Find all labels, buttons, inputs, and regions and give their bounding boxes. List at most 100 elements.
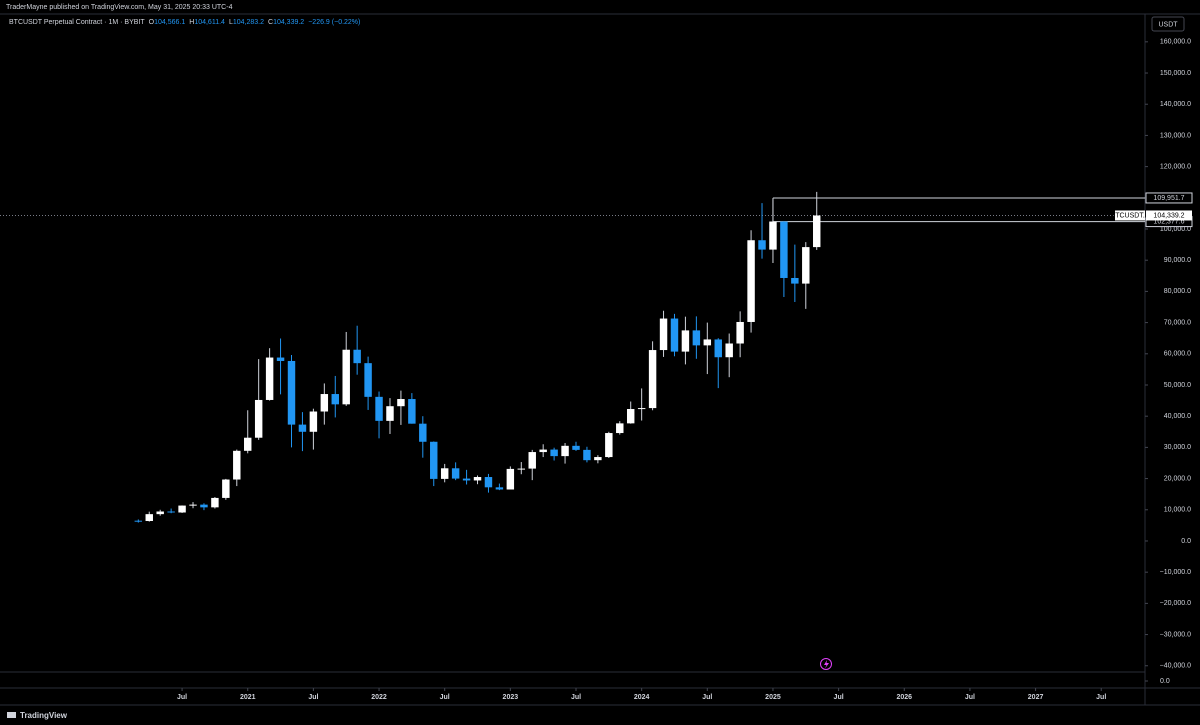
x-tick-label: 2025 <box>765 694 781 701</box>
x-tick-label: Jul <box>440 694 450 701</box>
candle-body <box>484 477 493 488</box>
candle-body <box>145 514 153 522</box>
y-tick-label: 70,000.0 <box>1164 319 1191 326</box>
y-tick-label: 100,000.0 <box>1160 226 1191 233</box>
y-tick-label: 10,000.0 <box>1164 507 1191 514</box>
currency-box[interactable] <box>1151 16 1185 32</box>
candle-body <box>375 396 383 421</box>
lightning-icon[interactable] <box>820 658 832 670</box>
last-price-label: 104,339.2 <box>1153 212 1184 219</box>
ohlc-value: 104,339.2 <box>273 19 304 26</box>
candle-body <box>561 445 569 457</box>
y-tick-label: 50,000.0 <box>1164 382 1191 389</box>
y-tick-label: 80,000.0 <box>1164 288 1191 295</box>
candle-body <box>703 339 712 346</box>
y-tick-label: −40,000.0 <box>1160 663 1191 670</box>
candle-body <box>430 441 438 479</box>
y-tick-label: 30,000.0 <box>1164 444 1191 451</box>
candle-body <box>659 318 668 351</box>
candle-body <box>791 277 799 284</box>
footer-logo: TradingView <box>7 711 68 720</box>
candle-body <box>725 343 733 358</box>
candle-body <box>134 520 143 522</box>
candle-body <box>495 487 504 490</box>
x-tick-label: Jul <box>571 694 581 701</box>
candle-body <box>462 478 471 481</box>
x-tick-label: 2027 <box>1028 694 1044 701</box>
candle-body <box>802 247 810 284</box>
price-line-box <box>1145 192 1193 204</box>
x-tick-label: Jul <box>177 694 187 701</box>
candle-body <box>506 468 515 490</box>
candle-body <box>539 449 547 453</box>
symbol-title: BTCUSDT Perpetual Contract · 1M · BYBIT <box>9 19 145 26</box>
candle-body <box>386 406 394 421</box>
candle-body <box>626 409 635 424</box>
candle-body <box>397 399 405 407</box>
last-price-name: BTCUSDT.P <box>1111 212 1150 219</box>
y-tick-label: −10,000.0 <box>1160 569 1191 576</box>
icon-bolt[interactable] <box>824 660 829 669</box>
price-line-label: 102,377.6 <box>1153 218 1184 225</box>
x-tick-label: 2023 <box>503 694 519 701</box>
price-line-label: 109,951.7 <box>1153 195 1184 202</box>
ohlc-value: 104,611.4 <box>194 19 225 26</box>
x-tick-label: Jul <box>834 694 844 701</box>
candle-body <box>583 449 591 461</box>
y-tick-label: 60,000.0 <box>1164 351 1191 358</box>
candle-body <box>572 445 580 450</box>
x-tick-label: Jul <box>308 694 318 701</box>
last-price-box <box>1146 210 1192 221</box>
x-tick-label: 2022 <box>371 694 387 701</box>
candle-body <box>605 433 613 458</box>
candle-body <box>692 330 701 346</box>
candle-body <box>813 215 821 248</box>
candle-body <box>648 350 657 409</box>
x-tick-label: Jul <box>1096 694 1106 701</box>
candle-body <box>167 511 175 513</box>
y-tick-label: 40,000.0 <box>1164 413 1191 420</box>
lower-pane-tick-label: 0.0 <box>1160 678 1170 685</box>
candle-body <box>342 349 350 405</box>
candle-body <box>594 457 602 461</box>
x-tick-label: 2024 <box>634 694 650 701</box>
candle-body <box>276 357 285 361</box>
candle-body <box>440 468 449 479</box>
y-tick-label: 160,000.0 <box>1160 39 1191 46</box>
candle-body <box>528 452 536 469</box>
candle-body <box>419 423 427 442</box>
candle-body <box>320 394 329 412</box>
currency-label[interactable]: USDT <box>1158 21 1178 28</box>
y-tick-label: 150,000.0 <box>1160 70 1191 77</box>
candle-body <box>287 360 296 425</box>
last-price-name-box <box>1115 210 1145 221</box>
candle-body <box>736 321 744 344</box>
candle-body <box>178 505 186 513</box>
candle-body <box>254 399 263 438</box>
y-tick-label: 130,000.0 <box>1160 132 1191 139</box>
icon-ring[interactable] <box>820 658 832 670</box>
candle-body <box>265 357 274 400</box>
y-tick-label: 0.0 <box>1181 538 1191 545</box>
x-tick-label: 2021 <box>240 694 256 701</box>
y-tick-label: 120,000.0 <box>1160 163 1191 170</box>
x-tick-label: Jul <box>702 694 712 701</box>
y-tick-label: 140,000.0 <box>1160 101 1191 108</box>
candle-body <box>550 449 558 457</box>
candle-body <box>670 318 679 352</box>
change-value: −226.9 (−0.22%) <box>308 19 360 26</box>
y-tick-label: −20,000.0 <box>1160 600 1191 607</box>
ohlc-value: 104,566.1 <box>154 19 185 26</box>
publisher-note: TraderMayne published on TradingView.com… <box>6 4 233 11</box>
candle-body <box>233 450 241 480</box>
x-tick-label: Jul <box>965 694 975 701</box>
footer-brand: TradingView <box>20 711 68 720</box>
x-tick-label: 2026 <box>896 694 912 701</box>
ohlc-value: 104,283.2 <box>233 19 264 26</box>
candle-body <box>309 411 318 432</box>
logo-mark <box>7 712 16 718</box>
candle-body <box>331 394 339 405</box>
